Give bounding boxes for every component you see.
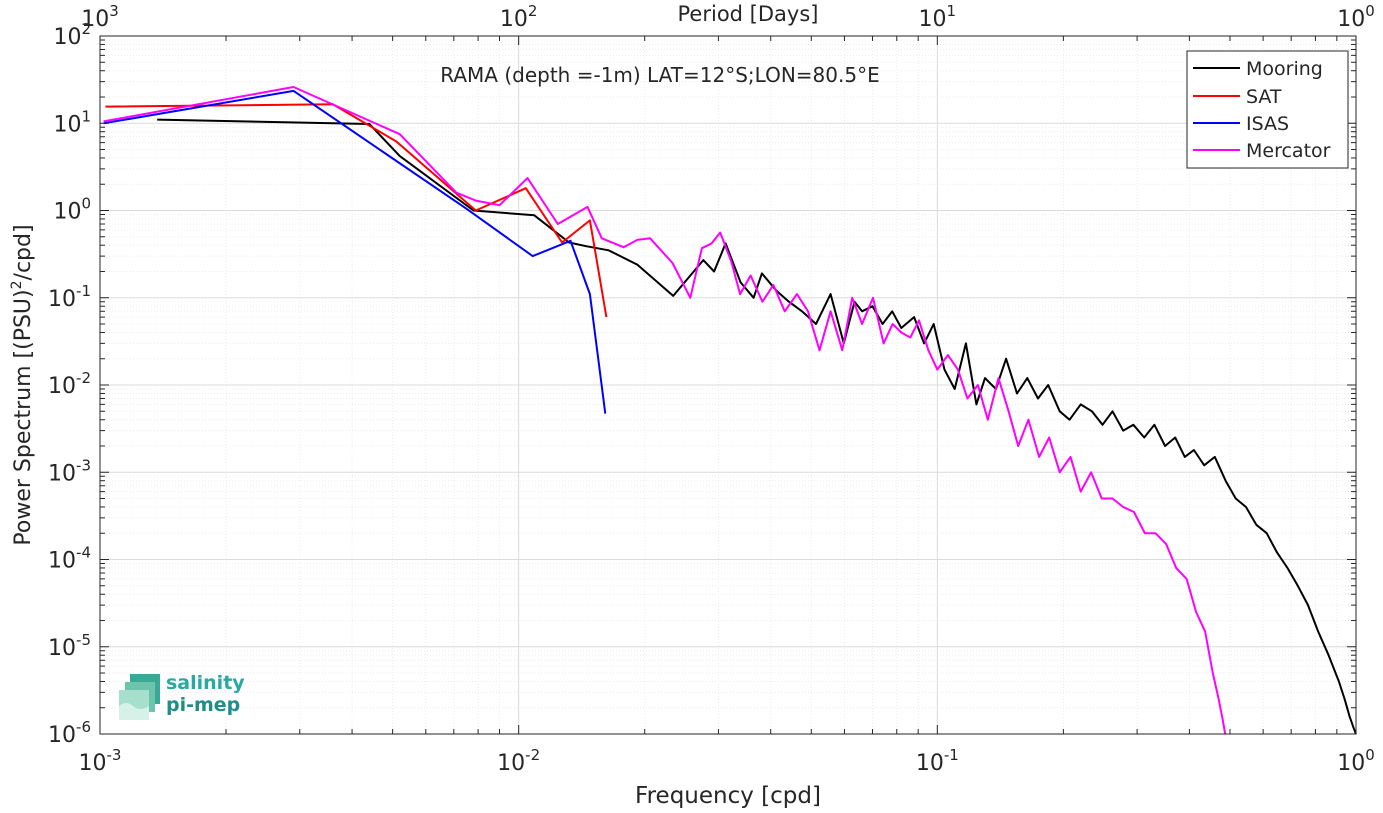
y-axis-label: Power Spectrum [(PSU)2/cpd] <box>9 224 36 545</box>
legend-label-mooring: Mooring <box>1246 58 1323 80</box>
logo-text-salinity: salinity <box>166 672 245 694</box>
top-tick-labels: 103 102 101 100 <box>81 2 1375 32</box>
y-label-sup: 2 <box>9 280 25 289</box>
series-line-isas <box>103 89 607 414</box>
logo-text-pi-mep: pi-mep <box>166 694 241 716</box>
series-line-mooring <box>157 118 1357 735</box>
y-tick-label: 100 <box>53 195 91 225</box>
legend-entry-mercator: Mercator <box>1193 140 1331 162</box>
waves-logo-icon <box>119 674 160 720</box>
y-tick-label: 10-4 <box>48 544 91 574</box>
legend-entry-isas: ISAS <box>1193 113 1289 135</box>
x-tick-label: 10-3 <box>79 746 122 776</box>
y-label-tail: /cpd] <box>11 224 36 280</box>
y-tick-label: 10-5 <box>48 631 91 661</box>
legend-box <box>1186 50 1349 169</box>
y-tick-label: 102 <box>53 20 91 50</box>
legend-label-isas: ISAS <box>1246 113 1289 135</box>
x-tick-label: 100 <box>1337 746 1375 776</box>
y-tick-label: 101 <box>53 107 91 137</box>
y-axis-label-text: Power Spectrum [(PSU)2/cpd] <box>9 224 36 545</box>
legend-entry-mooring: Mooring <box>1193 58 1323 80</box>
y-label-main: Power Spectrum [(PSU) <box>11 289 36 545</box>
legend-label-sat: SAT <box>1246 86 1282 108</box>
series-line-mercator <box>103 86 1227 735</box>
tick-marks <box>99 35 1357 735</box>
top-tick-label: 102 <box>500 2 538 32</box>
salinity-pi-mep-logo: salinity pi-mep <box>116 670 256 726</box>
series-layer <box>103 86 1357 735</box>
x-tick-label: 10-2 <box>497 746 540 776</box>
chart-title: RAMA (depth =-1m) LAT=12°S;LON=80.5°E <box>440 63 879 87</box>
y-tick-label: 10-1 <box>48 282 91 312</box>
y-tick-label: 10-3 <box>48 456 91 486</box>
x-tick-labels: 10-3 10-2 10-1 100 <box>79 746 1375 776</box>
y-tick-label: 10-6 <box>48 718 91 748</box>
top-tick-label: 100 <box>1337 2 1375 32</box>
series-line-sat <box>105 103 608 318</box>
legend: Mooring SAT ISAS Mercator <box>1186 50 1349 169</box>
legend-label-mercator: Mercator <box>1246 140 1331 162</box>
y-tick-labels: 102 101 100 10-1 10-2 10-3 10-4 10-5 10-6 <box>48 20 91 748</box>
legend-entry-sat: SAT <box>1193 86 1282 108</box>
x-axis-label: Frequency [cpd] <box>635 783 821 809</box>
top-tick-label: 103 <box>81 2 119 32</box>
y-tick-label: 10-2 <box>48 369 91 399</box>
top-tick-label: 101 <box>919 2 957 32</box>
x-tick-label: 10-1 <box>916 746 959 776</box>
top-axis-label: Period [Days] <box>678 2 819 26</box>
